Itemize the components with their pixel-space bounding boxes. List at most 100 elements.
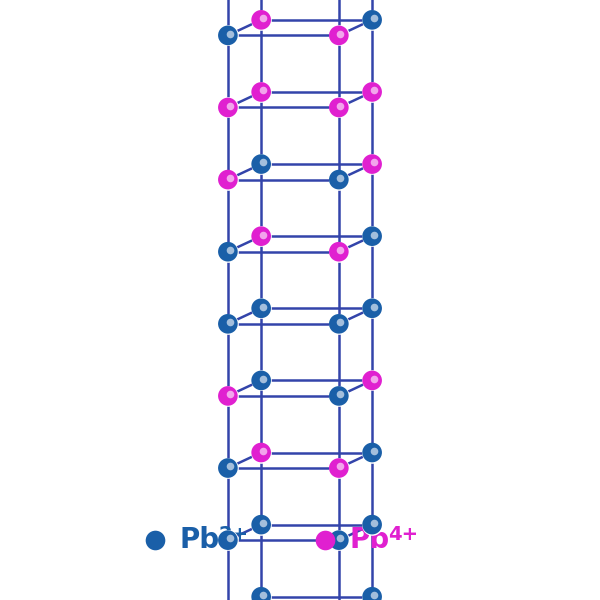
Point <box>367 376 377 385</box>
Point <box>367 592 377 600</box>
Point <box>256 376 266 385</box>
Point <box>225 29 235 38</box>
Point <box>335 461 345 471</box>
Point <box>223 319 233 329</box>
Point <box>256 520 266 529</box>
Point <box>258 302 268 311</box>
Point <box>335 29 345 38</box>
Point <box>369 85 379 95</box>
Point <box>223 103 233 112</box>
Point <box>256 232 266 241</box>
Point <box>334 247 344 257</box>
Text: Pb: Pb <box>350 526 390 554</box>
Point <box>256 159 266 169</box>
Point <box>367 87 377 97</box>
Point <box>334 31 344 40</box>
Point <box>334 247 344 257</box>
Point <box>223 463 233 473</box>
Point <box>225 533 235 543</box>
Point <box>223 31 233 40</box>
Point <box>258 518 268 528</box>
Point <box>335 317 345 327</box>
Point <box>256 520 266 529</box>
Point <box>334 103 344 112</box>
Point <box>256 376 266 385</box>
Point <box>256 87 266 97</box>
Point <box>258 13 268 23</box>
Point <box>334 319 344 329</box>
Point <box>256 592 266 600</box>
Point <box>369 13 379 23</box>
Point <box>223 247 233 257</box>
Point <box>334 175 344 184</box>
Point <box>367 159 377 169</box>
Point <box>225 245 235 255</box>
Point <box>335 533 345 543</box>
Point <box>369 302 379 311</box>
Point <box>334 31 344 40</box>
Point <box>258 446 268 455</box>
Point <box>150 535 160 545</box>
Point <box>334 463 344 473</box>
Point <box>334 319 344 329</box>
Point <box>258 374 268 383</box>
Text: 4+: 4+ <box>388 524 418 544</box>
Point <box>256 448 266 457</box>
Point <box>258 158 268 167</box>
Point <box>367 232 377 241</box>
Point <box>334 175 344 184</box>
Point <box>334 391 344 401</box>
Point <box>258 590 268 600</box>
Point <box>223 391 233 401</box>
Point <box>367 87 377 97</box>
Point <box>334 535 344 545</box>
Point <box>223 103 233 112</box>
Point <box>369 590 379 600</box>
Point <box>334 103 344 112</box>
Point <box>223 175 233 184</box>
Point <box>369 158 379 167</box>
Point <box>367 448 377 457</box>
Point <box>258 230 268 239</box>
Point <box>335 245 345 255</box>
Point <box>367 520 377 529</box>
Point <box>256 87 266 97</box>
Point <box>223 247 233 257</box>
Point <box>223 463 233 473</box>
Text: Pb: Pb <box>180 526 220 554</box>
Point <box>223 391 233 401</box>
Point <box>367 159 377 169</box>
Point <box>258 85 268 95</box>
Point <box>334 463 344 473</box>
Point <box>256 159 266 169</box>
Point <box>367 448 377 457</box>
Point <box>225 317 235 327</box>
Point <box>256 15 266 25</box>
Point <box>223 535 233 545</box>
Point <box>223 535 233 545</box>
Point <box>225 101 235 110</box>
Point <box>367 376 377 385</box>
Point <box>225 461 235 471</box>
Point <box>367 304 377 313</box>
Point <box>256 448 266 457</box>
Point <box>320 535 330 545</box>
Text: 2+: 2+ <box>218 524 248 544</box>
Point <box>335 389 345 399</box>
Point <box>369 518 379 528</box>
Point <box>369 374 379 383</box>
Point <box>335 173 345 183</box>
Point <box>256 15 266 25</box>
Point <box>223 175 233 184</box>
Point <box>369 230 379 239</box>
Point <box>367 592 377 600</box>
Point <box>367 15 377 25</box>
Point <box>225 389 235 399</box>
Point <box>223 31 233 40</box>
Point <box>223 319 233 329</box>
Point <box>256 232 266 241</box>
Point <box>367 520 377 529</box>
Point <box>334 391 344 401</box>
Point <box>367 304 377 313</box>
Point <box>369 446 379 455</box>
